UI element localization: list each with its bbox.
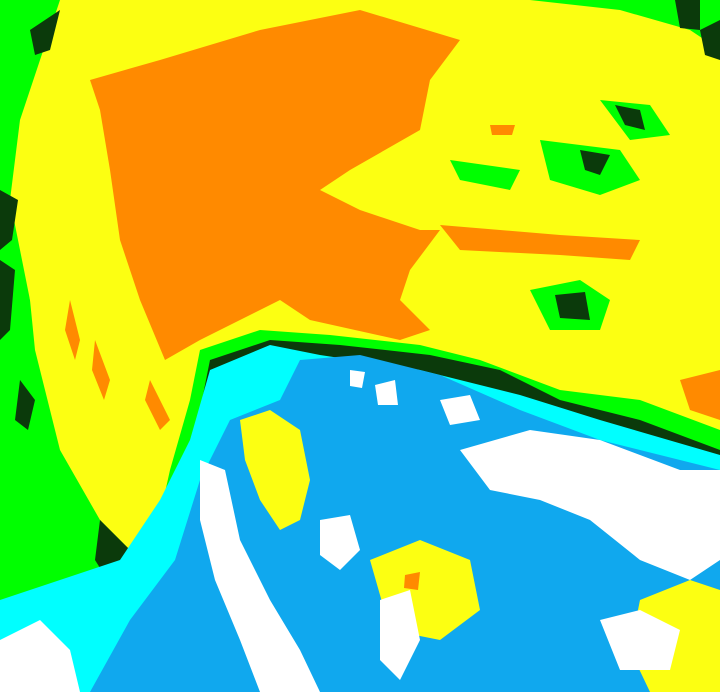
green-patch-4: [450, 160, 520, 190]
orange-main: [90, 10, 460, 360]
white-southwest: [0, 620, 80, 692]
white-band: [200, 460, 320, 692]
orange-south: [404, 572, 420, 590]
white-center: [320, 515, 420, 680]
top-right-dark: [675, 0, 720, 60]
dark-patch-3: [555, 292, 590, 320]
orange-right-edge: [680, 370, 720, 420]
yellow-inland: [240, 410, 310, 530]
white-east: [460, 430, 720, 580]
orange-east-band: [440, 225, 640, 260]
top-right-green: [530, 0, 720, 50]
dark-patch-1: [580, 150, 610, 175]
white-southeast: [600, 610, 680, 670]
white-north: [350, 370, 480, 425]
dark-patch-2: [615, 105, 645, 130]
left-yellow-streaks: [20, 80, 150, 560]
